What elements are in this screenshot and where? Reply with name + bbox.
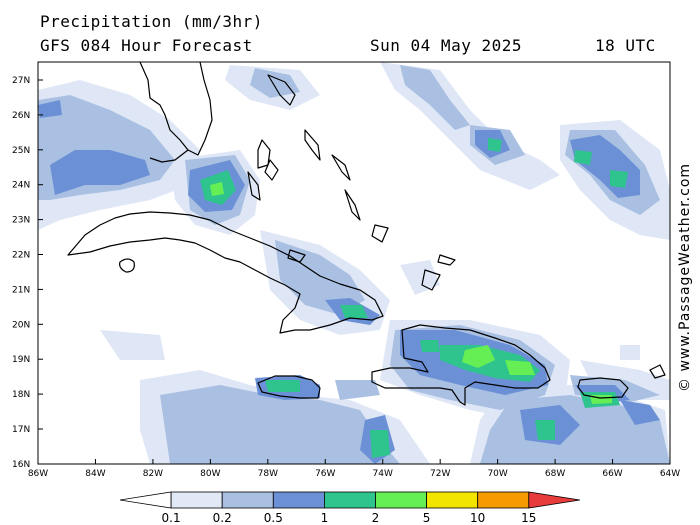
- lon-label: 80W: [200, 469, 220, 479]
- lat-label: 26N: [12, 111, 30, 121]
- lat-label: 20N: [12, 320, 30, 330]
- lon-label: 64W: [660, 469, 680, 479]
- colorbar-label: 0.5: [264, 511, 283, 525]
- map-title: Precipitation (mm/3hr): [40, 12, 263, 31]
- latitude-axis: 27N 26N 25N 24N 23N 22N 21N 20N 19N 18N 17N 16N: [12, 76, 43, 470]
- colorbar-label: 15: [521, 511, 536, 525]
- lat-label: 16N: [12, 460, 30, 470]
- colorbar-segment: [426, 491, 479, 509]
- forecast-subtitle: GFS 084 Hour Forecast: [40, 36, 253, 55]
- lon-label: 86W: [28, 469, 48, 479]
- colorbar-label: 2: [372, 511, 380, 525]
- lat-label: 24N: [12, 181, 30, 191]
- colorbar-label: 1: [321, 511, 329, 525]
- colorbar-label: 0.2: [213, 511, 232, 525]
- lon-label: 68W: [545, 469, 565, 479]
- colorbar-segment: [119, 491, 172, 509]
- precipitation-fields: [38, 62, 670, 464]
- lon-label: 72W: [430, 469, 450, 479]
- colorbar-segment: [221, 491, 274, 509]
- lat-label: 23N: [12, 216, 30, 226]
- coastlines: [67, 62, 666, 406]
- longitude-axis: 86W 84W 82W 80W 78W 76W 74W 72W 70W 68W 66W 64W: [28, 459, 680, 479]
- colorbar-segment: [375, 491, 427, 509]
- lon-label: 76W: [315, 469, 335, 479]
- lon-label: 78W: [258, 469, 278, 479]
- colorbar-segment: [170, 491, 223, 509]
- colorbar-segment: [477, 491, 530, 509]
- lon-label: 70W: [487, 469, 507, 479]
- lat-label: 18N: [12, 390, 30, 400]
- colorbar-segment: [272, 491, 325, 509]
- lon-label: 84W: [85, 469, 105, 479]
- lat-label: 27N: [12, 76, 30, 86]
- colorbar-segment: [323, 491, 376, 509]
- colorbar-segment: [528, 491, 580, 509]
- lat-label: 21N: [12, 285, 30, 295]
- colorbar-label: 10: [470, 511, 485, 525]
- lat-label: 25N: [12, 146, 30, 156]
- lon-label: 74W: [373, 469, 393, 479]
- precipitation-colorbar: 0.1 0.2 0.5 1 2 5 10 15: [119, 491, 580, 525]
- colorbar-label: 5: [423, 511, 431, 525]
- map-frame: [37, 61, 671, 465]
- colorbar-label: 0.1: [162, 511, 181, 525]
- lon-label: 82W: [143, 469, 163, 479]
- precip-green: [210, 182, 612, 404]
- lat-label: 17N: [12, 425, 30, 435]
- credit-text: © www.PassageWeather.com: [677, 162, 693, 392]
- lat-label: 19N: [12, 355, 30, 365]
- forecast-time: 18 UTC: [595, 36, 656, 55]
- forecast-date: Sun 04 May 2025: [370, 36, 522, 55]
- lat-label: 22N: [12, 251, 30, 261]
- lon-label: 66W: [602, 469, 622, 479]
